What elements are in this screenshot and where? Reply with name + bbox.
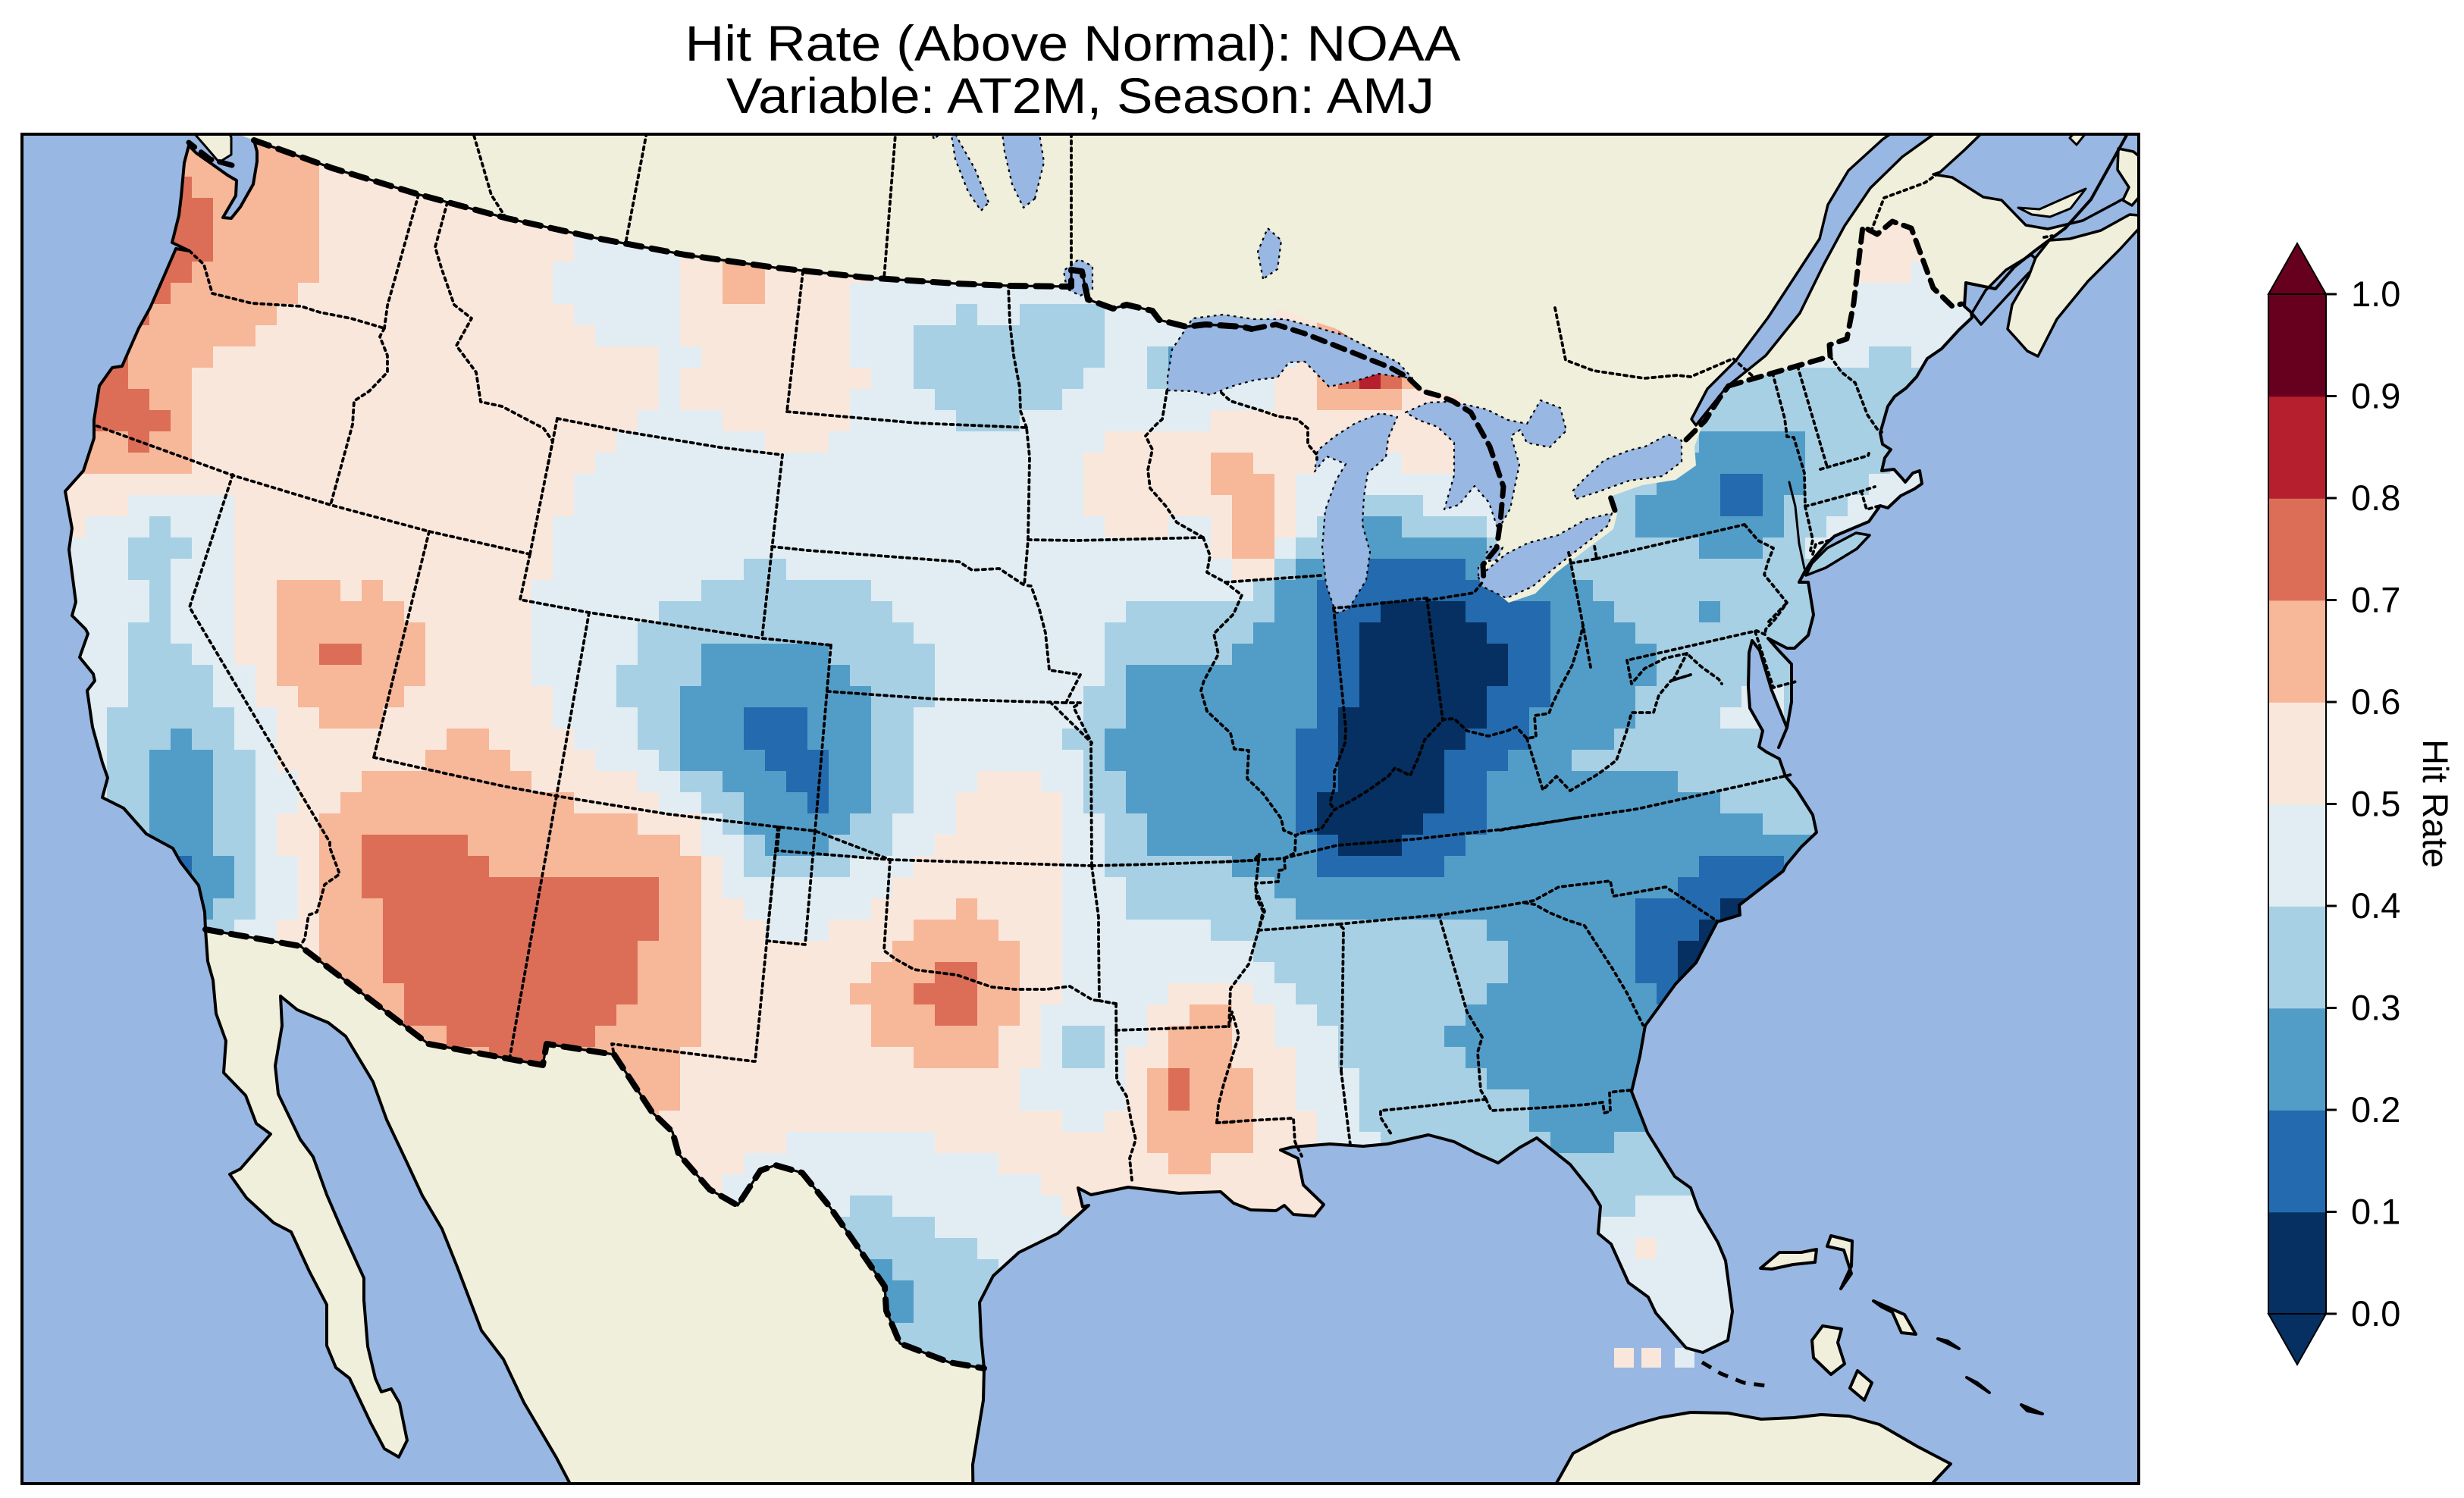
svg-text:Variable: AT2M, Season: AMJ: Variable: AT2M, Season: AMJ [726,67,1434,124]
svg-text:0.8: 0.8 [2351,478,2400,518]
svg-text:0.1: 0.1 [2351,1192,2400,1232]
svg-text:0.6: 0.6 [2351,682,2400,722]
svg-text:0.0: 0.0 [2351,1293,2400,1333]
svg-text:0.3: 0.3 [2351,988,2400,1028]
svg-text:Hit Rate: Hit Rate [2415,739,2456,868]
svg-text:0.4: 0.4 [2351,885,2400,926]
svg-text:0.7: 0.7 [2351,580,2400,620]
svg-text:1.0: 1.0 [2351,274,2400,314]
svg-text:0.9: 0.9 [2351,376,2400,416]
svg-text:0.2: 0.2 [2351,1089,2400,1130]
svg-text:Hit Rate (Above Normal): NOAA: Hit Rate (Above Normal): NOAA [685,15,1461,71]
svg-text:0.5: 0.5 [2351,784,2400,824]
